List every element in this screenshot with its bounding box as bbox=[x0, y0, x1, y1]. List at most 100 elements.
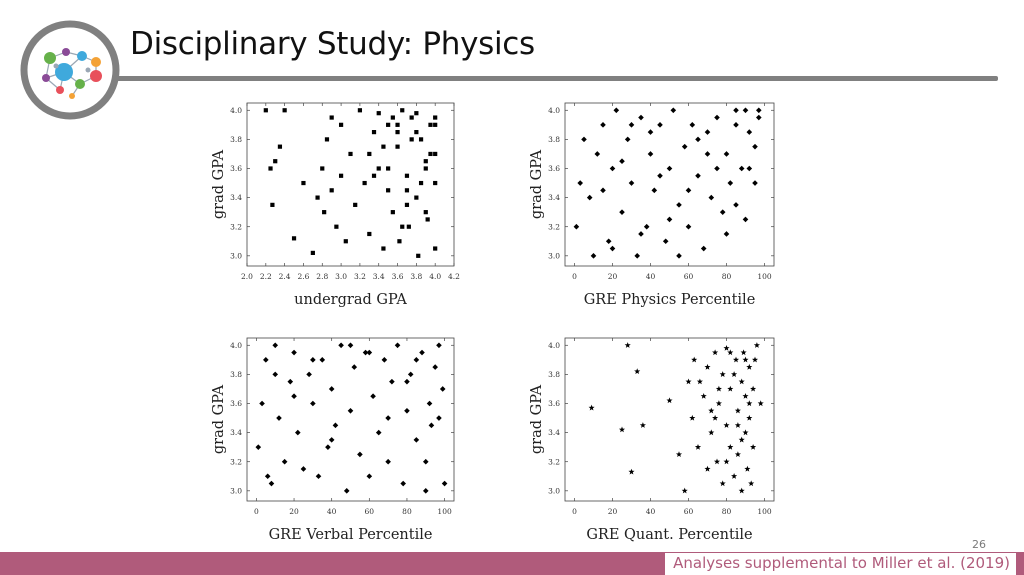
data-point bbox=[685, 187, 692, 194]
x-tick-label: 60 bbox=[684, 272, 694, 281]
x-tick-label: 20 bbox=[608, 507, 618, 516]
data-point bbox=[329, 115, 334, 120]
x-tick-label: 100 bbox=[757, 272, 772, 281]
x-tick-label: 2.2 bbox=[260, 272, 272, 281]
data-point bbox=[756, 114, 762, 121]
data-point bbox=[272, 371, 279, 378]
data-point bbox=[681, 143, 688, 150]
data-point bbox=[619, 158, 625, 165]
data-point bbox=[310, 250, 315, 256]
data-point bbox=[400, 224, 405, 229]
data-point bbox=[756, 107, 762, 114]
footer-note: Analyses supplemental to Miller et al. (… bbox=[665, 553, 1016, 575]
data-point bbox=[394, 342, 401, 349]
data-point bbox=[590, 253, 597, 259]
data-point bbox=[413, 357, 420, 363]
y-tick-label: 3.2 bbox=[548, 222, 560, 231]
data-point bbox=[748, 480, 755, 487]
x-tick-label: 80 bbox=[722, 272, 732, 281]
y-axis-label: grad GPA bbox=[211, 384, 227, 454]
y-tick-label: 3.6 bbox=[230, 399, 242, 408]
y-tick-label: 3.4 bbox=[230, 193, 242, 202]
data-point bbox=[422, 488, 429, 494]
data-point bbox=[600, 122, 606, 128]
data-point bbox=[418, 137, 424, 142]
data-point bbox=[432, 364, 438, 370]
data-point bbox=[714, 165, 720, 172]
data-point bbox=[738, 165, 745, 172]
x-tick-label: 3.4 bbox=[373, 272, 385, 281]
data-point bbox=[366, 473, 373, 480]
data-point bbox=[700, 393, 707, 399]
data-point bbox=[419, 349, 425, 356]
data-point bbox=[291, 236, 297, 241]
data-point bbox=[734, 407, 741, 414]
data-point bbox=[255, 444, 262, 450]
data-point bbox=[651, 187, 658, 194]
x-tick-label: 2.4 bbox=[279, 272, 291, 281]
y-axis-label: grad GPA bbox=[529, 384, 545, 454]
chart-4: 0 20 40 60 80 100 3.0 3.2 3.4 3.6 3.8 4.0 GRE Quant.… bbox=[529, 337, 775, 543]
x-tick-label: 40 bbox=[327, 507, 337, 516]
data-point bbox=[675, 451, 683, 458]
data-point bbox=[738, 378, 745, 385]
data-point bbox=[390, 210, 395, 215]
data-point bbox=[436, 415, 442, 421]
data-point bbox=[609, 165, 616, 172]
x-tick-label: 20 bbox=[289, 507, 299, 516]
y-tick-label: 3.4 bbox=[548, 428, 560, 437]
x-axis-label: GRE Quant. Percentile bbox=[586, 527, 752, 543]
data-point bbox=[733, 107, 739, 114]
y-tick-label: 4.0 bbox=[548, 106, 560, 115]
data-point bbox=[423, 210, 428, 215]
data-point bbox=[676, 253, 682, 259]
y-tick-label: 3.2 bbox=[230, 222, 242, 231]
data-point bbox=[357, 451, 363, 458]
plot-frame bbox=[564, 337, 775, 502]
y-axis-label: grad GPA bbox=[529, 149, 545, 219]
y-tick-label: 3.8 bbox=[548, 370, 560, 379]
data-point bbox=[428, 151, 433, 157]
data-point bbox=[425, 217, 430, 222]
data-point bbox=[638, 231, 644, 237]
data-point bbox=[281, 458, 288, 465]
data-point bbox=[751, 356, 759, 363]
data-point bbox=[270, 202, 275, 207]
data-point bbox=[400, 108, 405, 113]
x-tick-label: 2.8 bbox=[316, 272, 328, 281]
data-point bbox=[723, 422, 730, 428]
y-tick-label: 3.4 bbox=[548, 193, 560, 202]
data-point bbox=[752, 180, 758, 186]
x-tick-label: 3.2 bbox=[354, 272, 366, 281]
data-point bbox=[666, 165, 673, 172]
plot-frame bbox=[246, 102, 455, 267]
data-point bbox=[272, 342, 279, 349]
data-point bbox=[367, 151, 372, 157]
data-point bbox=[386, 122, 391, 127]
data-point bbox=[573, 223, 580, 230]
x-tick-label: 80 bbox=[402, 507, 412, 516]
data-point bbox=[628, 122, 635, 128]
data-point bbox=[734, 451, 741, 458]
data-point bbox=[723, 344, 730, 351]
data-point bbox=[719, 371, 726, 377]
data-point bbox=[422, 458, 429, 465]
data-point bbox=[750, 443, 757, 450]
data-point bbox=[276, 415, 282, 421]
data-point bbox=[268, 480, 275, 487]
data-point bbox=[662, 238, 669, 245]
data-point bbox=[708, 429, 715, 436]
x-tick-label: 0 bbox=[254, 507, 259, 516]
data-point bbox=[586, 194, 593, 201]
data-point bbox=[273, 159, 278, 164]
data-point bbox=[428, 422, 435, 429]
data-point bbox=[353, 202, 358, 207]
data-point bbox=[712, 349, 719, 356]
y-tick-label: 3.8 bbox=[230, 135, 242, 144]
data-point bbox=[731, 473, 738, 479]
data-point bbox=[400, 480, 406, 487]
data-point bbox=[386, 166, 391, 171]
data-point bbox=[746, 400, 753, 407]
data-point bbox=[347, 342, 354, 349]
data-point bbox=[647, 129, 654, 135]
